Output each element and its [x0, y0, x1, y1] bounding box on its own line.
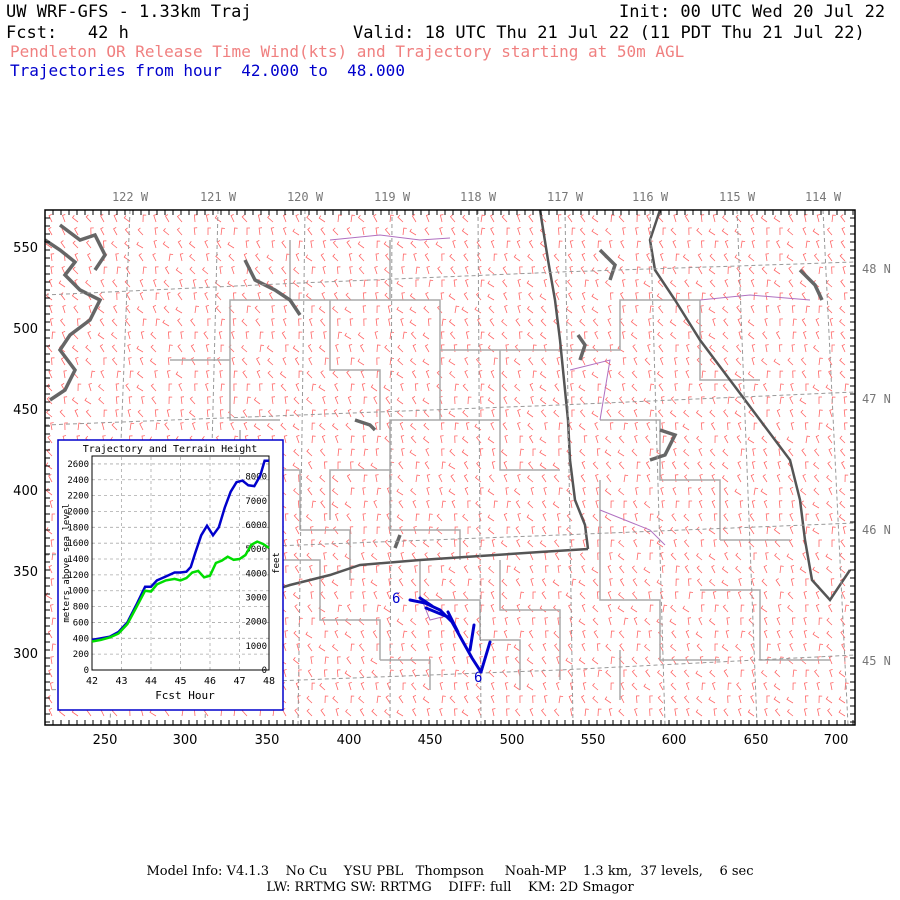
map-x-tick: 550 [581, 733, 606, 748]
inset-right-tick: 2000 [245, 618, 267, 628]
longitude-labels: 122 W 121 W 120 W 119 W 118 W 117 W 116 W 115 W… [112, 190, 842, 204]
map-x-tick: 600 [662, 733, 687, 748]
trajectory-arrow-3 [446, 610, 460, 634]
trajectory-height-inset: Trajectory and Terrain Height 0 200 400 600… [57, 439, 284, 711]
valid-time: Valid: 18 UTC Thu 21 Jul 22 (11 PDT Thu … [353, 23, 865, 43]
trajectory-arrow-4 [424, 606, 450, 619]
map-y-tick: 500 [13, 322, 38, 337]
inset-right-tick: 3000 [245, 594, 267, 604]
map-x-tick: 250 [93, 733, 118, 748]
inset-left-tick: 1000 [67, 587, 89, 597]
region-lines [329, 234, 811, 621]
trajectory-end-label: 6 [474, 670, 482, 686]
inset-x-tick: 46 [204, 676, 216, 687]
inset-right-tick: 7000 [245, 497, 267, 507]
trajectory-main-line [408, 598, 483, 674]
latitude-label: 46 N [862, 523, 891, 537]
inset-left-ticks: 0 200 400 600 800 1000 1200 1400 1600 1800 2000 220… [67, 460, 89, 676]
longitude-label: 118 W [460, 190, 497, 204]
inset-left-tick: 2400 [67, 476, 89, 486]
inset-right-tick: 6000 [245, 521, 267, 531]
inset-right-tick: 5000 [245, 545, 267, 555]
inset-left-tick: 2600 [67, 460, 89, 470]
inset-right-ticks: 0 1000 2000 3000 4000 5000 6000 7000 8000 [245, 473, 267, 676]
latitude-label: 47 N [862, 392, 891, 406]
county-boundaries [170, 240, 830, 700]
map-y-tick: 400 [13, 484, 38, 499]
inset-left-tick: 1200 [67, 571, 89, 581]
inset-x-tick: 45 [174, 676, 186, 687]
inset-left-tick: 1800 [67, 523, 89, 533]
map-x-tick: 500 [500, 733, 525, 748]
inset-plot-area [91, 455, 270, 671]
terrain-height-line [91, 540, 270, 643]
trajectory-arrow-1 [479, 640, 492, 674]
init-time: Init: 00 UTC Wed 20 Jul 22 [619, 2, 886, 22]
map-y-tick: 550 [13, 241, 38, 256]
map-x-tick: 350 [255, 733, 280, 748]
map-x-tick: 450 [418, 733, 443, 748]
inset-left-tick: 2000 [67, 507, 89, 517]
state-boundaries [251, 209, 852, 603]
trajectory-arrow-2 [468, 623, 476, 652]
longitude-label: 116 W [632, 190, 669, 204]
map-x-ticks: 250 300 350 400 450 500 550 600 650 700 [93, 733, 849, 748]
longitude-label: 119 W [374, 190, 411, 204]
map-x-tick: 400 [337, 733, 362, 748]
longitude-label: 115 W [719, 190, 756, 204]
footer-physics-info: LW: RRTMG SW: RRTMG DIFF: full KM: 2D Sm… [266, 880, 634, 895]
inset-x-tick: 47 [233, 676, 245, 687]
map-y-tick: 450 [13, 403, 38, 418]
inset-xlabel: Fcst Hour [155, 689, 215, 702]
map-x-tick: 300 [173, 733, 198, 748]
inset-left-tick: 2200 [67, 492, 89, 502]
map-x-tick: 650 [744, 733, 769, 748]
map-frame [44, 209, 856, 726]
forecast-hour: Fcst: 42 h [6, 23, 129, 43]
latitude-label: 45 N [862, 654, 891, 668]
inset-left-tick: 1600 [67, 539, 89, 549]
inset-right-tick: 0 [262, 666, 267, 676]
footer-model-info: Model Info: V4.1.3 No Cu YSU PBL Thompso… [146, 864, 754, 879]
model-title: UW WRF-GFS - 1.33km Traj [6, 2, 252, 22]
longitude-label: 121 W [200, 190, 237, 204]
inset-x-tick: 48 [263, 676, 275, 687]
trajectory-start-label: 6 [392, 591, 400, 607]
inset-x-tick: 42 [86, 676, 98, 687]
inset-left-tick: 1400 [67, 555, 89, 565]
inset-right-tick: 1000 [245, 642, 267, 652]
inset-right-tick: 8000 [245, 473, 267, 483]
map-x-tick: 700 [824, 733, 849, 748]
inset-left-tick: 600 [73, 618, 89, 628]
map-y-ticks: 550 500 450 400 350 300 [13, 241, 38, 662]
inset-grid [92, 456, 269, 670]
map-y-tick: 300 [13, 647, 38, 662]
inset-x-ticks: 42 43 44 45 46 47 48 [86, 676, 275, 687]
trajectory-arrow-5 [418, 596, 434, 608]
inset-ylabel-right: feet [272, 552, 282, 574]
inset-right-tick: 4000 [245, 569, 267, 579]
inset-title: Trajectory and Terrain Height [83, 444, 258, 455]
coastline [44, 223, 824, 549]
subtitle: Pendleton OR Release Time Wind(kts) and … [10, 42, 685, 61]
longitude-label: 120 W [287, 190, 324, 204]
latitude-labels: 48 N 47 N 46 N 45 N [862, 262, 891, 668]
inset-left-tick: 400 [73, 634, 89, 644]
inset-x-tick: 43 [115, 676, 127, 687]
inset-left-tick: 800 [73, 603, 89, 613]
trajectory-hours: Trajectories from hour 42.000 to 48.000 [10, 61, 405, 80]
latitude-label: 48 N [862, 262, 891, 276]
inset-left-tick: 200 [73, 650, 89, 660]
trajectory-path [408, 596, 492, 674]
inset-x-tick: 44 [145, 676, 157, 687]
longitude-label: 122 W [112, 190, 149, 204]
longitude-label: 117 W [547, 190, 584, 204]
inset-ylabel-left: meters above sea level [62, 503, 72, 622]
map-y-tick: 350 [13, 565, 38, 580]
inset-left-tick: 0 [84, 666, 89, 676]
longitude-label: 114 W [805, 190, 842, 204]
